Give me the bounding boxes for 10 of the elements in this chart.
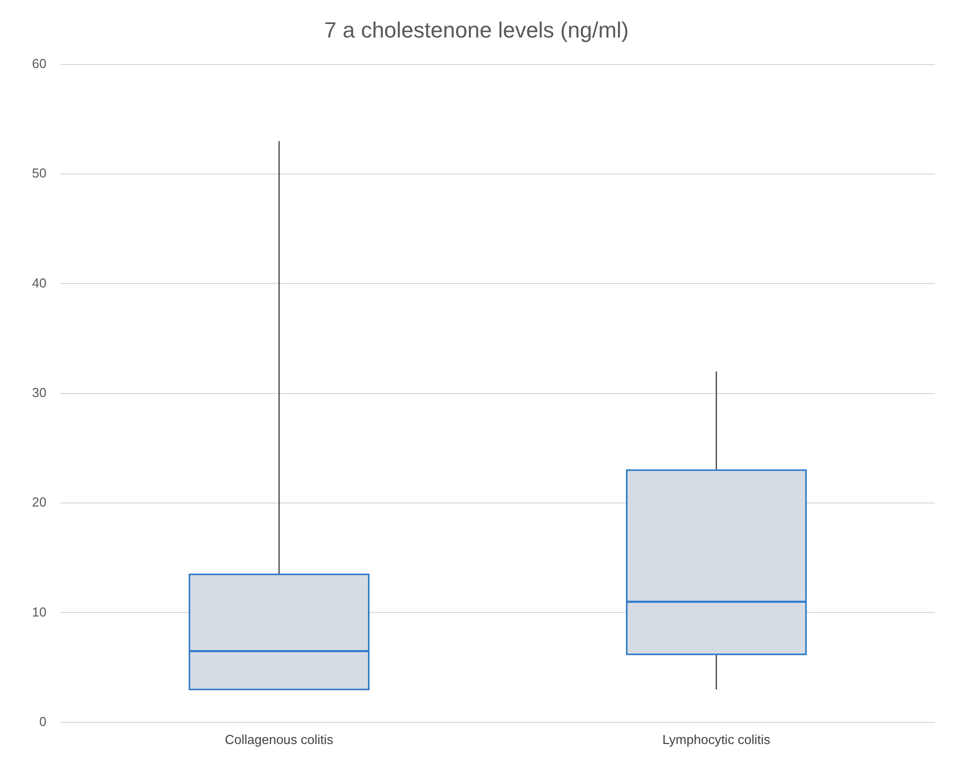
chart-title: 7 a cholestenone levels (ng/ml)	[324, 17, 629, 42]
y-tick-label: 60	[32, 56, 46, 71]
y-tick-label: 50	[32, 166, 46, 181]
x-tick-label: Collagenous colitis	[224, 732, 334, 747]
y-tick-label: 30	[32, 384, 46, 400]
y-tick-label: 20	[32, 494, 46, 510]
y-tick-label: 0	[39, 714, 46, 729]
x-tick-label: Lymphocytic colitis	[662, 732, 771, 747]
y-tick-label: 40	[32, 275, 46, 290]
y-tick-label: 10	[32, 604, 46, 620]
